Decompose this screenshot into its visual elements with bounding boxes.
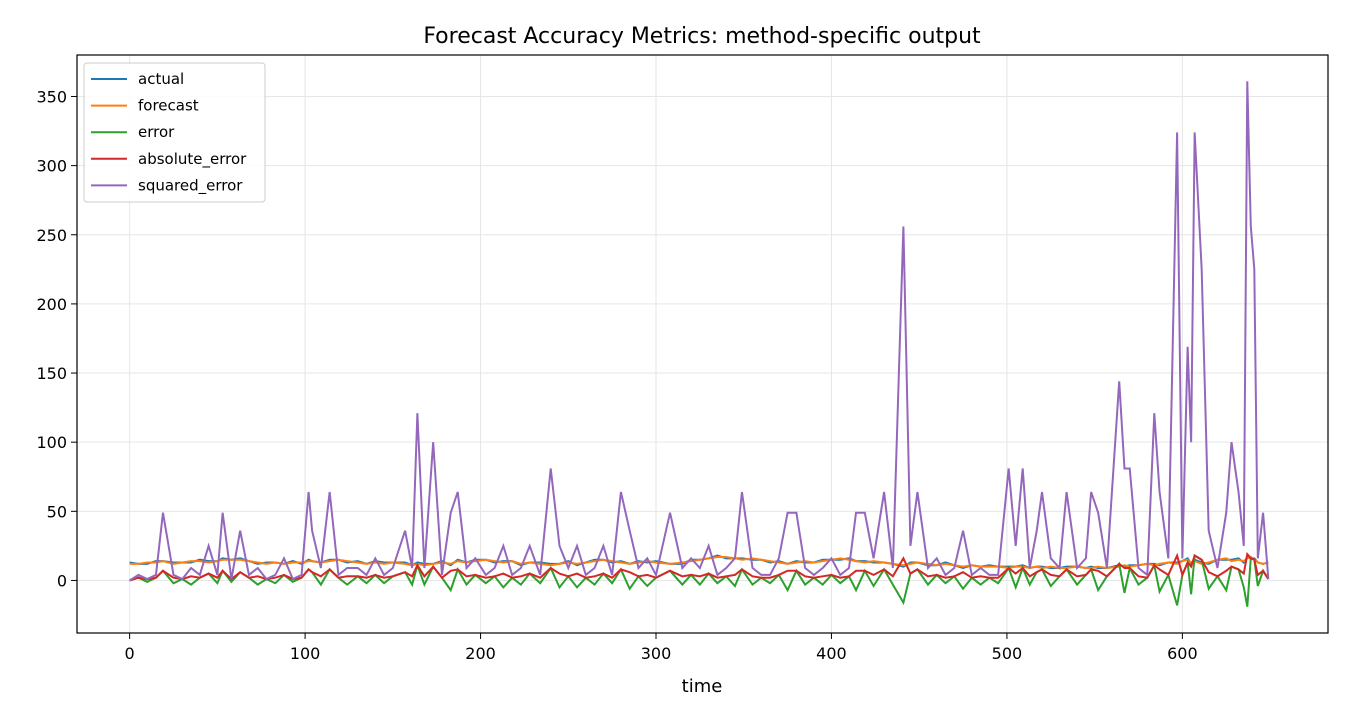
x-axis-label: time: [682, 676, 723, 697]
y-tick-label: 350: [36, 87, 67, 106]
x-tick-label: 200: [465, 644, 496, 663]
legend-label: squared_error: [138, 176, 243, 195]
x-tick-label: 0: [125, 644, 135, 663]
axes: 0 100 200 300 400 500 600 0 50 100 150 200 250 300 350: [36, 87, 1197, 663]
x-tick-label: 300: [641, 644, 672, 663]
series-line: [129, 553, 1270, 607]
legend-label: actual: [138, 70, 184, 88]
legend-label: error: [138, 123, 175, 141]
x-tick-label: 500: [992, 644, 1023, 663]
legend-box: [83, 62, 266, 203]
y-tick-label: 300: [36, 157, 67, 176]
series-line: [129, 81, 1270, 582]
y-tick-label: 150: [36, 364, 67, 383]
y-tick-label: 250: [36, 226, 67, 245]
x-tick-label: 600: [1167, 644, 1198, 663]
y-tick-label: 50: [47, 502, 67, 521]
y-tick-label: 100: [36, 433, 67, 452]
legend: actual forecast error absolute_errorsquared…: [83, 62, 266, 203]
plot-frame: [76, 54, 1329, 634]
x-tick-label: 100: [290, 644, 321, 663]
legend-label: absolute_error: [138, 150, 247, 169]
legend-label: forecast: [138, 97, 199, 115]
y-tick-label: 0: [57, 571, 67, 590]
x-tick-label: 400: [816, 644, 847, 663]
plot-lines: [129, 81, 1270, 607]
chart-title: Forecast Accuracy Metrics: method-specif…: [423, 24, 981, 49]
grid: [77, 55, 1328, 633]
y-tick-label: 200: [36, 295, 67, 314]
series-line: [129, 551, 1270, 582]
